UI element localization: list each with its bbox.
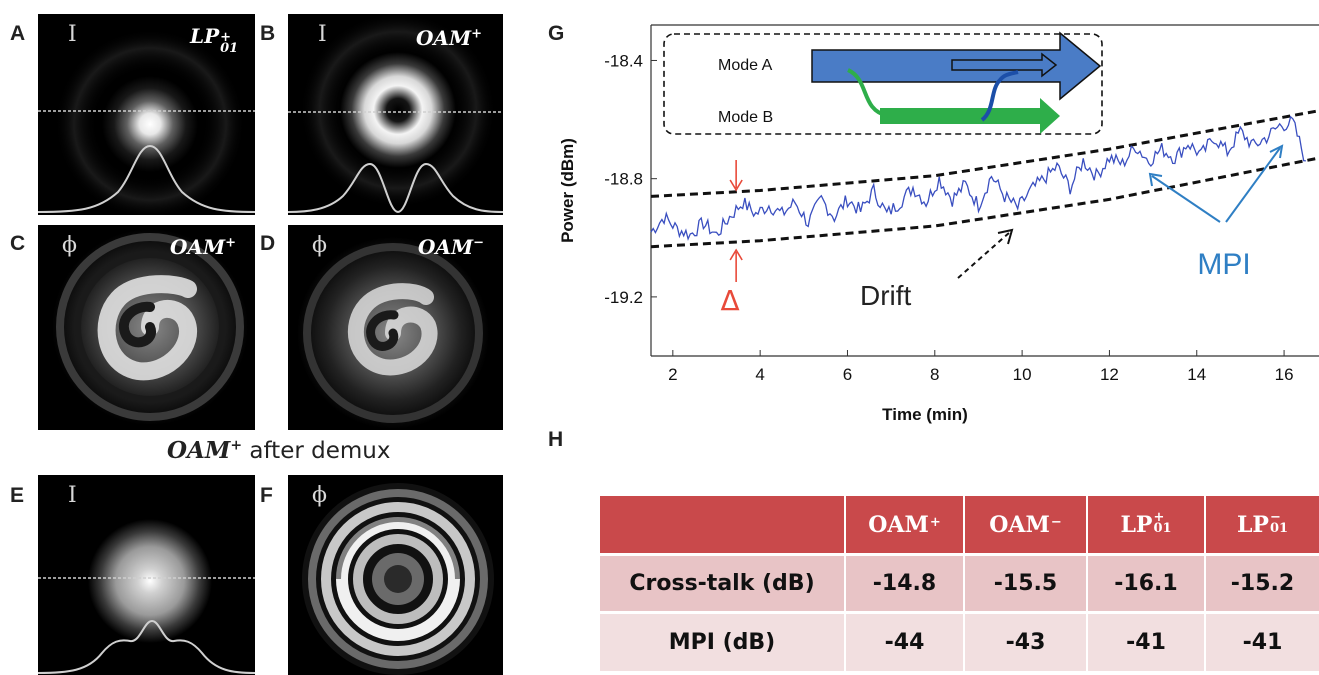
phase-symbol: ϕ bbox=[312, 483, 327, 508]
header-mode-base: OAM bbox=[868, 511, 929, 538]
lp01-beam-graphic bbox=[38, 29, 255, 215]
mode-b-label: Mode B bbox=[718, 109, 773, 126]
mode-label-oam-plus-phase: OAM+ bbox=[170, 235, 236, 259]
x-tick-label: 8 bbox=[930, 365, 939, 384]
mode-label-lp01-plus: LP +01 bbox=[190, 24, 239, 56]
panel-letter-c: C bbox=[10, 232, 26, 255]
demux-caption: OAM+ after demux bbox=[167, 437, 391, 464]
oam-ring-graphic bbox=[288, 14, 503, 214]
table-row-label: MPI (dB) bbox=[600, 614, 844, 671]
table-value-cell: -41 bbox=[1088, 614, 1204, 671]
table-value-cell: -15.5 bbox=[965, 556, 1086, 611]
x-tick-label: 14 bbox=[1187, 365, 1206, 384]
drift-label: Drift bbox=[860, 280, 912, 311]
delta-arrowhead-bottom bbox=[729, 248, 743, 261]
panel-letter-f: F bbox=[260, 484, 273, 507]
table-header-cell: LP −01 bbox=[1206, 496, 1319, 553]
coupling-curve-green bbox=[847, 68, 889, 118]
intensity-image-oam-plus: I OAM+ bbox=[288, 14, 503, 215]
mpi-label: MPI bbox=[1197, 248, 1250, 281]
x-tick-label: 10 bbox=[1013, 365, 1032, 384]
table-value-cell: -15.2 bbox=[1206, 556, 1319, 611]
panel-letter-h: H bbox=[548, 428, 564, 451]
x-tick-label: 16 bbox=[1275, 365, 1294, 384]
mode-a-inner-arrow bbox=[951, 52, 1058, 78]
demux-beam-graphic bbox=[38, 519, 255, 674]
panel-letter-a: A bbox=[10, 22, 26, 45]
spiral-phase-graphic bbox=[297, 237, 489, 429]
table-value-cell: -16.1 bbox=[1088, 556, 1204, 611]
header-mode-indices: − bbox=[1050, 515, 1062, 530]
table-value-cell: -43 bbox=[965, 614, 1086, 671]
header-mode-sub: 01 bbox=[1153, 520, 1172, 536]
crosstalk-mpi-table: OAM + OAM − LP +01 LP −01 Cross-talk (dB) -14.8 -1… bbox=[600, 496, 1319, 671]
header-mode-base: LP bbox=[1236, 511, 1269, 538]
phase-symbol: ϕ bbox=[62, 233, 77, 258]
ring-phase-graphic bbox=[302, 483, 494, 675]
table-header-corner bbox=[600, 496, 844, 553]
delta-arrowhead-top bbox=[729, 179, 743, 192]
mpi-arrow-left bbox=[1151, 175, 1221, 223]
drift-arrowhead bbox=[997, 228, 1014, 245]
y-tick-label: -18.4 bbox=[604, 51, 643, 70]
mode-a-label: Mode A bbox=[718, 57, 773, 74]
upper-envelope-line bbox=[650, 109, 1319, 198]
header-mode-indices: −01 bbox=[1269, 509, 1289, 536]
panel-letter-g: G bbox=[548, 22, 565, 45]
intensity-symbol: I bbox=[318, 22, 327, 47]
table-header-cell: LP +01 bbox=[1088, 496, 1204, 553]
table-header-cell: OAM − bbox=[965, 496, 1086, 553]
table-row-label: Cross-talk (dB) bbox=[600, 556, 844, 611]
panel-letter-d: D bbox=[260, 232, 276, 255]
mode-label-oam-minus: OAM− bbox=[418, 235, 484, 259]
drift-arrow bbox=[957, 231, 1011, 279]
x-tick-label: 12 bbox=[1100, 365, 1119, 384]
mode-inset-box bbox=[663, 33, 1103, 135]
mpi-arrow-right bbox=[1225, 147, 1281, 223]
intensity-image-after-demux: I bbox=[38, 475, 255, 675]
header-mode-sup: + bbox=[929, 515, 941, 530]
header-mode-sup: − bbox=[1050, 515, 1062, 530]
lower-envelope-line bbox=[650, 156, 1319, 249]
header-mode-base: OAM bbox=[989, 511, 1050, 538]
intensity-image-lp01: I LP +01 bbox=[38, 14, 255, 215]
mpi-arrowhead-right bbox=[1269, 144, 1284, 159]
phase-symbol: ϕ bbox=[312, 233, 327, 258]
mpi-arrowhead-left bbox=[1148, 172, 1163, 187]
mode-b-arrow bbox=[880, 98, 1060, 134]
y-tick-label: -18.8 bbox=[604, 170, 643, 189]
intensity-symbol: I bbox=[68, 483, 77, 508]
spiral-phase-graphic bbox=[52, 229, 248, 425]
table-header-cell: OAM + bbox=[846, 496, 963, 553]
x-tick-label: 2 bbox=[668, 365, 677, 384]
coupling-curve-blue bbox=[980, 70, 1019, 122]
phase-image-oam-plus: ϕ OAM+ bbox=[38, 225, 255, 430]
x-axis-label: Time (min) bbox=[882, 405, 968, 424]
x-tick-label: 6 bbox=[843, 365, 852, 384]
y-tick-label: -19.2 bbox=[604, 288, 643, 307]
table-value-cell: -44 bbox=[846, 614, 963, 671]
delta-label: Δ bbox=[721, 284, 740, 317]
panel-letter-b: B bbox=[260, 22, 276, 45]
mode-a-arrow bbox=[811, 31, 1102, 101]
header-mode-sup: − bbox=[1269, 509, 1281, 525]
intensity-symbol: I bbox=[68, 22, 77, 47]
header-mode-indices: + bbox=[929, 515, 941, 530]
x-tick-label: 4 bbox=[755, 365, 764, 384]
header-mode-sup: + bbox=[1153, 509, 1165, 525]
header-mode-indices: +01 bbox=[1153, 509, 1172, 536]
phase-image-after-demux: ϕ bbox=[288, 475, 503, 675]
header-mode-base: LP bbox=[1120, 511, 1153, 538]
y-axis-label: Power (dBm) bbox=[558, 138, 577, 243]
table-value-cell: -14.8 bbox=[846, 556, 963, 611]
phase-image-oam-minus: ϕ OAM− bbox=[288, 225, 503, 430]
header-mode-sub: 01 bbox=[1269, 520, 1289, 536]
panel-letter-e: E bbox=[10, 484, 25, 507]
table-value-cell: -41 bbox=[1206, 614, 1319, 671]
mode-label-oam-plus: OAM+ bbox=[416, 26, 482, 50]
power-trace-line bbox=[650, 115, 1306, 241]
power-drift-chart: 2 4 6 8 10 12 14 16 -18.4 -18.8 -19.2 Time (min) Pow… bbox=[558, 24, 1319, 424]
